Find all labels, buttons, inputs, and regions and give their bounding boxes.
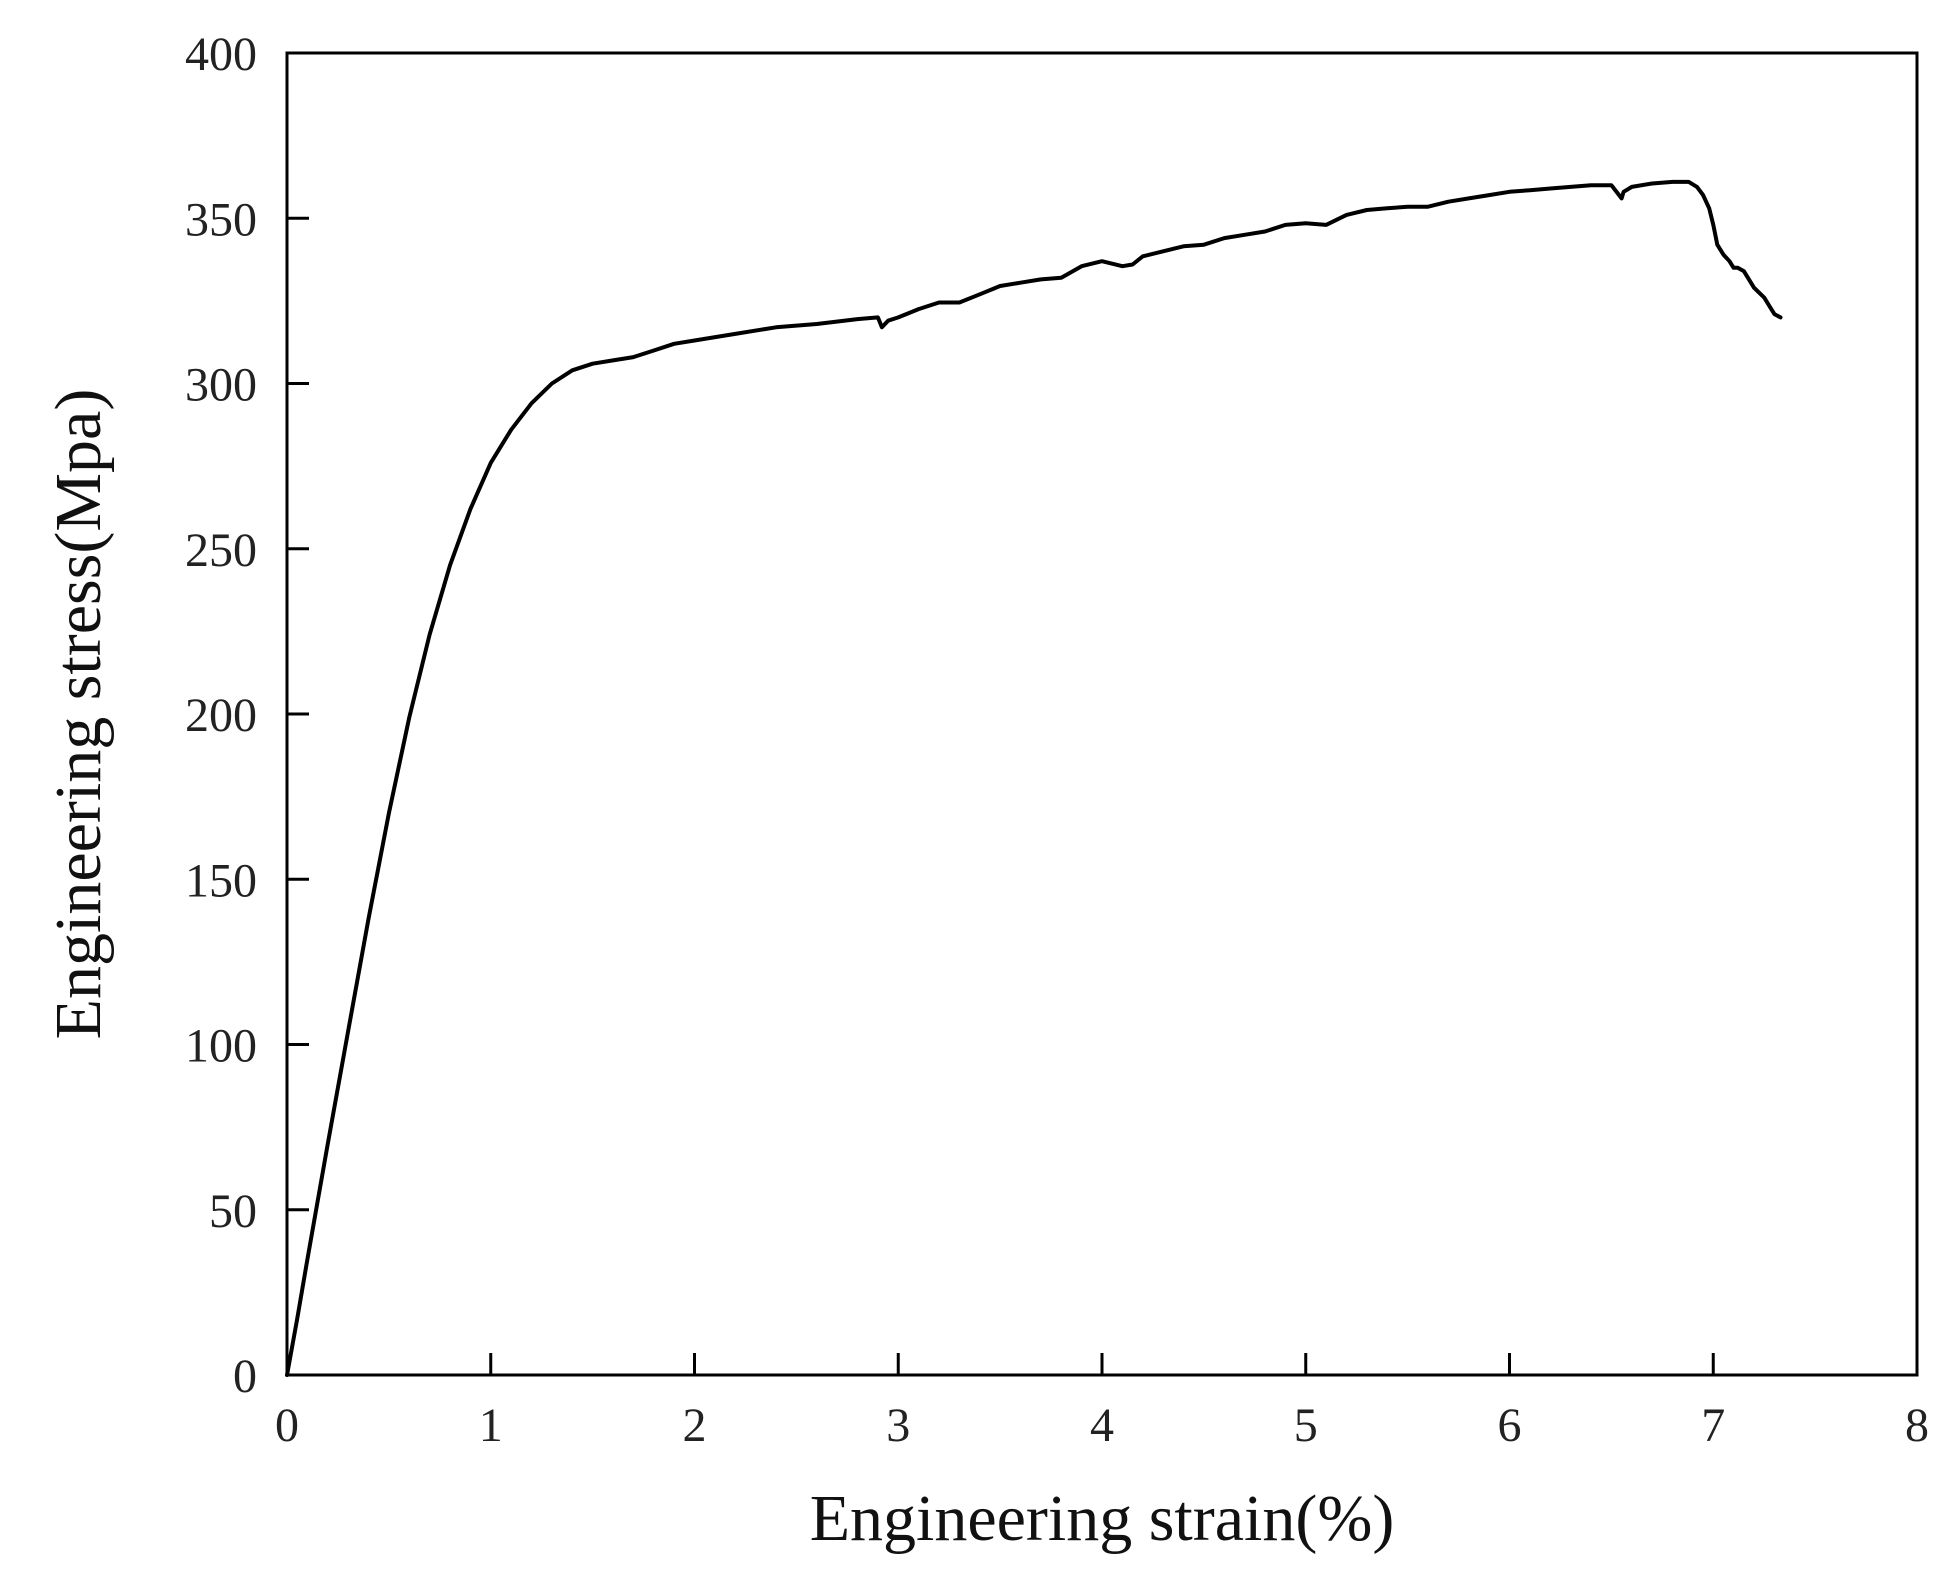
x-tick-label: 3 bbox=[886, 1399, 910, 1452]
y-tick-label: 300 bbox=[185, 359, 257, 412]
x-tick-label: 2 bbox=[683, 1399, 707, 1452]
stress-strain-curve bbox=[285, 179, 1783, 1377]
y-tick-label: 150 bbox=[185, 854, 257, 907]
y-tick-label: 100 bbox=[185, 1020, 257, 1073]
x-axis-title: Engineering strain(%) bbox=[810, 1482, 1395, 1555]
plot-area-frame bbox=[285, 51, 1919, 1377]
y-tick-label: 200 bbox=[185, 689, 257, 742]
y-axis-ticks: 0 50 100 150 200 250 300 350 400 bbox=[185, 28, 309, 1403]
x-tick-label: 0 bbox=[275, 1399, 299, 1452]
x-tick-label: 5 bbox=[1294, 1399, 1318, 1452]
y-tick-label: 400 bbox=[185, 28, 257, 81]
x-tick-label: 1 bbox=[479, 1399, 503, 1452]
x-tick-label: 4 bbox=[1090, 1399, 1114, 1452]
y-tick-label: 50 bbox=[209, 1185, 257, 1238]
y-tick-label: 350 bbox=[185, 193, 257, 246]
x-tick-label: 7 bbox=[1701, 1399, 1725, 1452]
x-axis-ticks: 0 1 2 3 4 5 6 7 8 bbox=[275, 1353, 1929, 1452]
x-tick-label: 6 bbox=[1498, 1399, 1522, 1452]
y-tick-label: 0 bbox=[233, 1350, 257, 1403]
x-tick-label: 8 bbox=[1905, 1399, 1929, 1452]
series-layer bbox=[285, 179, 1783, 1377]
y-axis-title: Engineering stress(Mpa) bbox=[42, 389, 115, 1040]
y-tick-label: 250 bbox=[185, 524, 257, 577]
